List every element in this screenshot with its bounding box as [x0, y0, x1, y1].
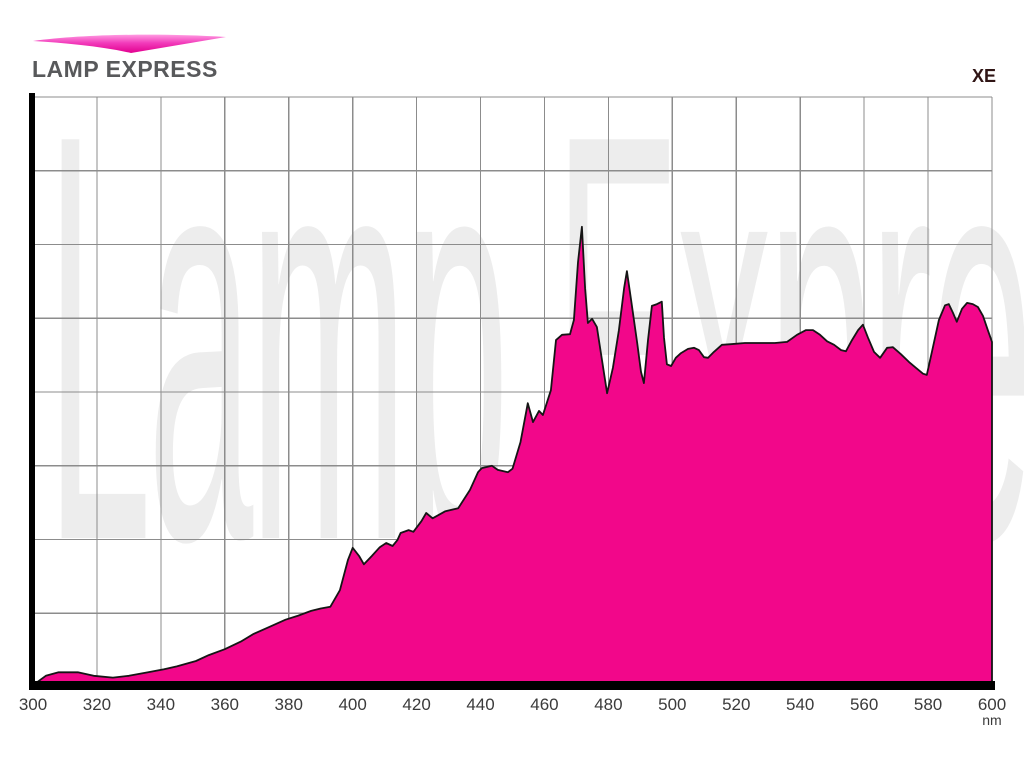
x-tick-label-480: 480 [594, 695, 623, 714]
x-tick-label-360: 360 [210, 695, 239, 714]
logo-text: LAMP EXPRESS [32, 56, 218, 82]
x-tick-label-460: 460 [530, 695, 559, 714]
x-tick-label-300: 300 [18, 695, 48, 714]
x-axis-unit-label: nm [982, 712, 1002, 728]
logo-swoosh-icon [33, 34, 226, 53]
x-tick-label-540: 540 [786, 695, 815, 714]
x-tick-label-400: 400 [338, 695, 367, 714]
spectrum-area [32, 225, 993, 688]
x-tick-label-440: 440 [466, 695, 495, 714]
x-tick-label-380: 380 [274, 695, 303, 714]
y-axis-line [29, 93, 35, 690]
lamp-type-label: XE [971, 66, 996, 86]
x-tick-label-560: 560 [849, 695, 879, 714]
x-tick-label-420: 420 [402, 695, 431, 714]
x-tick-label-520: 520 [722, 695, 751, 714]
x-axis-tick-labels: 300 320 340 360 380 400 420 440 460 480 500 520 540 5… [0, 695, 1024, 735]
x-tick-label-500: 500 [658, 695, 687, 714]
x-tick-label-580: 580 [913, 695, 943, 714]
x-axis-line [29, 681, 995, 690]
x-tick-label-320: 320 [82, 695, 112, 714]
x-tick-label-600: 600 [977, 695, 1007, 714]
x-tick-label-340: 340 [146, 695, 176, 714]
